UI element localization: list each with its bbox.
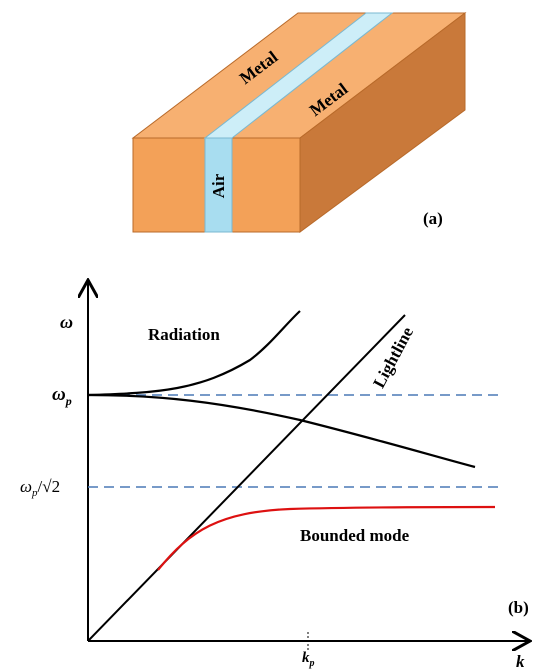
panel-tag: (b) [508, 598, 529, 617]
symbol: ω [20, 477, 32, 496]
symbol: ω [52, 384, 66, 405]
figure: Metal Metal Air (a) ω ωp ωp/√2 Radiation… [0, 0, 546, 671]
metal-block [133, 13, 465, 232]
omega-sp-label: ωp/√2 [20, 477, 60, 499]
y-axis-label: ω [60, 312, 73, 332]
omega-p-label: ωp [52, 384, 72, 408]
panel-tag: (a) [423, 209, 443, 228]
air-label: Air [209, 173, 228, 198]
lightline-label: Lightline [369, 323, 417, 391]
page: {"panel_a": {"top_left_label": "Metal", … [0, 0, 546, 671]
radiation-label: Radiation [148, 325, 220, 344]
bounded-label: Bounded mode [300, 526, 410, 545]
x-axis-label: k [516, 652, 525, 671]
rest: /√2 [38, 477, 61, 496]
subscript: p [309, 658, 315, 669]
subscript: p [65, 394, 72, 408]
kp-label: kp [302, 650, 315, 669]
